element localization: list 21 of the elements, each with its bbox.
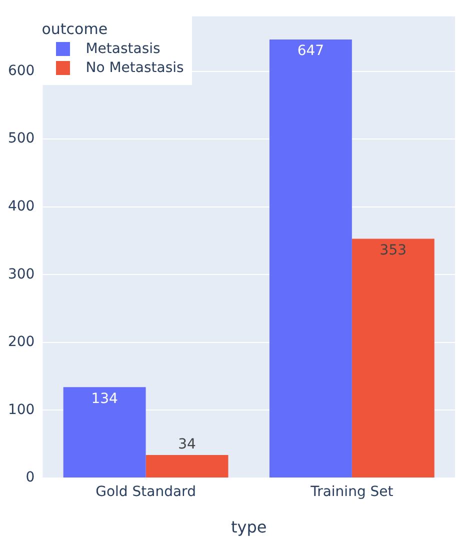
y-tick-label: 500 xyxy=(8,130,35,147)
legend-title: outcome xyxy=(42,20,109,38)
data-label: 647 xyxy=(297,43,324,60)
x-axis-title: type xyxy=(230,518,267,537)
data-label: 353 xyxy=(380,242,407,258)
y-tick-label: 400 xyxy=(8,198,35,215)
bar xyxy=(146,454,228,478)
legend-label: Metastasis xyxy=(86,41,160,58)
x-tick-label: Gold Standard xyxy=(96,484,196,500)
legend-label: No Metastasis xyxy=(86,60,184,76)
data-label: 134 xyxy=(91,390,118,407)
y-tick-label: 200 xyxy=(8,334,35,350)
y-tick-label: 100 xyxy=(8,402,35,418)
y-tick-label: 300 xyxy=(8,266,35,282)
bar xyxy=(269,39,352,478)
y-tick-label: 0 xyxy=(26,470,35,486)
bar xyxy=(352,238,434,478)
bar xyxy=(63,387,146,478)
data-label: 34 xyxy=(178,436,196,453)
y-tick-label: 600 xyxy=(8,62,35,79)
x-tick-label: Training Set xyxy=(310,484,394,500)
